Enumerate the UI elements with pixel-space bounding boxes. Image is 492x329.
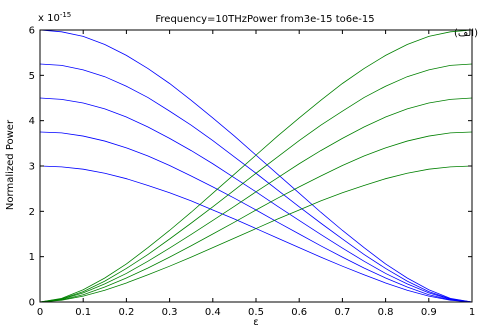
series-layer [39, 29, 473, 303]
series-line-increasing-8 [39, 97, 473, 303]
x-axis-label: ε [253, 317, 258, 328]
x-tick-label: 0.8 [378, 307, 394, 318]
y-exponent-base: x 10 [38, 13, 60, 24]
series-line-increasing-7 [39, 131, 473, 303]
series-annotation: (الف) [454, 28, 478, 39]
x-tick-label: 1 [469, 307, 475, 318]
y-exponent-label: x 10-15 [38, 11, 71, 24]
y-tick-label: 5 [29, 71, 35, 82]
x-tick-label: 0.1 [75, 307, 91, 318]
series-line-decreasing-4 [39, 63, 473, 303]
x-tick-label: 0.4 [205, 307, 221, 318]
x-tick-label: 0 [37, 307, 43, 318]
series-line-increasing-6 [39, 165, 473, 303]
y-tick-label: 3 [29, 162, 35, 173]
x-tick-label: 0.3 [162, 307, 178, 318]
y-tick-label: 6 [29, 26, 35, 37]
series-line-decreasing-2 [39, 131, 473, 303]
series-line-decreasing-1 [39, 165, 473, 303]
x-tick-label: 0.9 [421, 307, 437, 318]
x-tick-label: 0.6 [291, 307, 307, 318]
plot-frame [39, 29, 473, 303]
y-axis-label: Normalized Power [5, 119, 16, 210]
series-line-decreasing-5 [39, 29, 473, 303]
x-tick-label: 0.5 [248, 307, 264, 318]
y-tick-label: 2 [29, 207, 35, 218]
x-tick-label: 0.7 [334, 307, 350, 318]
series-line-increasing-10 [39, 29, 473, 303]
series-line-decreasing-3 [39, 97, 473, 303]
x-tick-label: 0.2 [118, 307, 134, 318]
series-line-increasing-9 [39, 63, 473, 303]
tick-layer: 0 0.1 0.2 0.3 0.4 0.5 0.6 0.7 0.8 0.9 1 0 1 2 3 4 5 6 [29, 26, 476, 319]
y-exponent-power: -15 [60, 11, 71, 19]
y-tick-label: 1 [29, 252, 35, 263]
y-tick-label: 0 [29, 298, 35, 309]
y-tick-label: 4 [29, 116, 35, 127]
chart-title: Frequency=10THzPower from3e-15 to6e-15 [155, 14, 374, 25]
